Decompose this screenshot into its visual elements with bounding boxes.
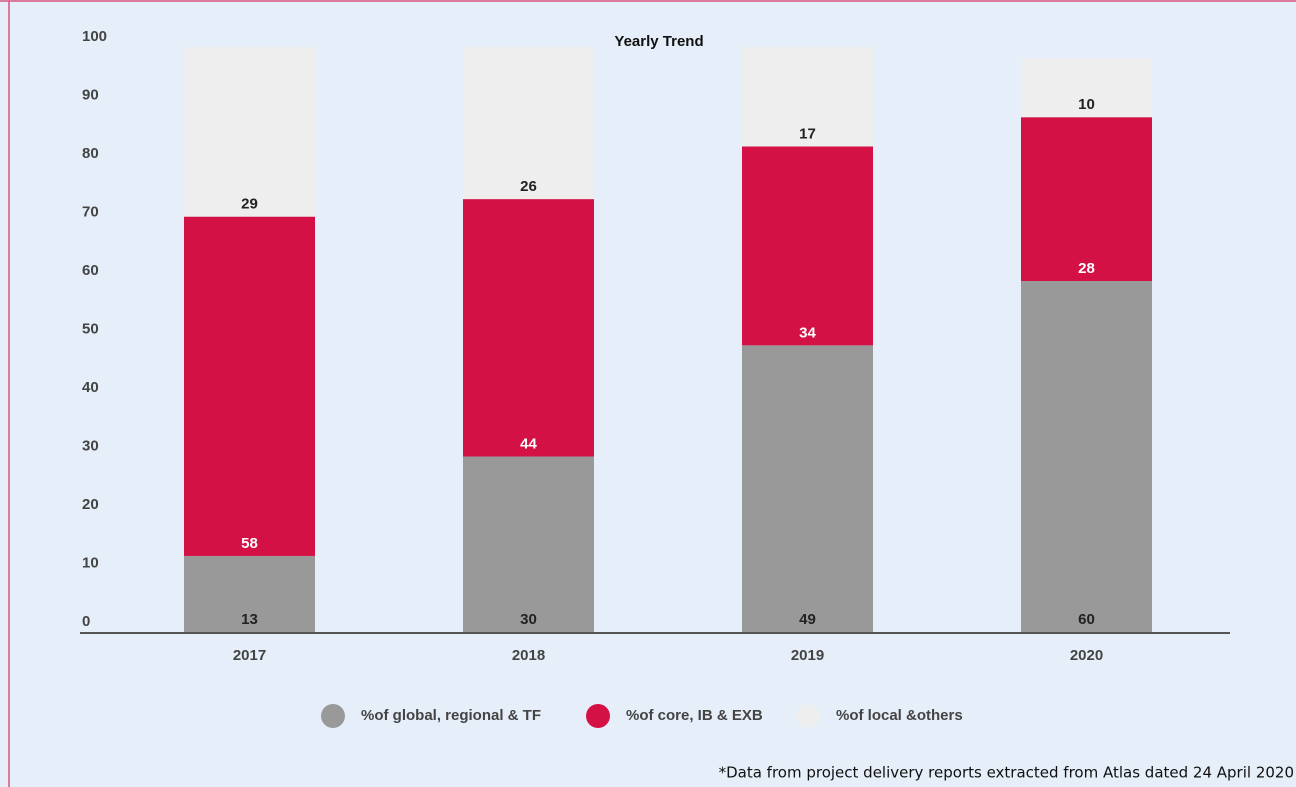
value-label: 30: [520, 611, 537, 628]
bar-segment: [184, 47, 315, 217]
value-label: 13: [241, 611, 258, 628]
legend-label: %of global, regional & TF: [361, 707, 541, 724]
value-label: 28: [1078, 260, 1095, 277]
value-label: 17: [799, 125, 816, 142]
value-label: 58: [241, 535, 258, 552]
legend-label: %of core, IB & EXB: [626, 707, 763, 724]
value-label: 10: [1078, 96, 1095, 113]
value-label: 26: [520, 178, 537, 195]
x-tick-label: 2020: [1070, 647, 1103, 664]
bar-segment: [463, 456, 594, 632]
y-tick-label: 0: [82, 613, 90, 630]
y-tick-label: 70: [82, 203, 99, 220]
x-tick-label: 2018: [512, 647, 545, 664]
y-tick-label: 30: [82, 437, 99, 454]
bar-segment: [184, 216, 315, 556]
value-label: 29: [241, 196, 258, 213]
legend-swatch: [586, 704, 610, 728]
bar-segment: [463, 47, 594, 200]
value-label: 44: [520, 435, 537, 452]
footnote: *Data from project delivery reports extr…: [719, 764, 1294, 782]
bar-segment: [1021, 58, 1152, 118]
y-tick-label: 100: [82, 28, 107, 45]
legend-label: %of local &others: [836, 707, 963, 724]
value-label: 34: [799, 324, 816, 341]
y-tick-label: 80: [82, 145, 99, 162]
bar-segment: [184, 555, 315, 632]
bar-segment: [742, 146, 873, 346]
legend-swatch: [796, 704, 820, 728]
legend-swatch: [321, 704, 345, 728]
chart-title: Yearly Trend: [614, 33, 703, 50]
y-tick-label: 50: [82, 320, 99, 337]
y-tick-label: 10: [82, 554, 99, 571]
bar-segment: [463, 199, 594, 457]
bar-segment: [1021, 117, 1152, 281]
value-label: 60: [1078, 611, 1095, 628]
bar-segment: [742, 345, 873, 632]
y-tick-label: 60: [82, 262, 99, 279]
x-tick-label: 2017: [233, 647, 266, 664]
value-label: 49: [799, 611, 816, 628]
y-tick-label: 40: [82, 379, 99, 396]
x-tick-label: 2019: [791, 647, 824, 664]
bar-segment: [1021, 281, 1152, 632]
y-tick-label: 20: [82, 496, 99, 513]
y-tick-label: 90: [82, 86, 99, 103]
bar-segment: [742, 47, 873, 147]
